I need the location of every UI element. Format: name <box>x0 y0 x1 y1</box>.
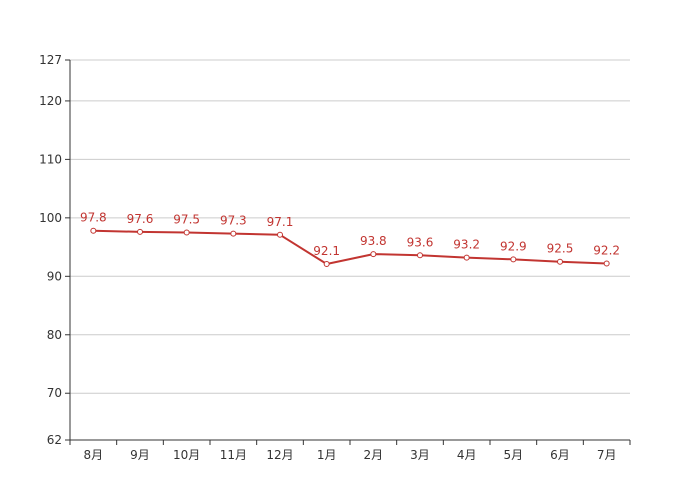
x-tick-label: 7月 <box>597 448 617 462</box>
data-point[interactable] <box>277 231 283 238</box>
data-point[interactable] <box>557 258 563 265</box>
x-tick-label: 12月 <box>266 448 293 462</box>
data-point[interactable] <box>417 252 423 259</box>
data-point[interactable] <box>603 260 610 267</box>
series-layer <box>90 227 610 268</box>
x-tick-label: 10月 <box>173 448 200 462</box>
axes: 62 70 80 90 100 110 120 127 8月 9月 10月 11月 12月 1月 2月 3月 4… <box>39 53 631 462</box>
y-tick-label: 62 <box>47 433 62 447</box>
x-tick-label: 9月 <box>130 448 150 462</box>
x-tick-label: 4月 <box>457 448 477 462</box>
y-tick-label: 80 <box>47 328 62 342</box>
data-label: 93.6 <box>407 235 434 249</box>
data-point[interactable] <box>323 261 330 268</box>
data-label: 97.6 <box>127 212 154 226</box>
y-tick-label: 90 <box>47 269 62 283</box>
x-tick-label: 2月 <box>364 448 384 462</box>
data-label: 97.1 <box>267 215 294 229</box>
data-point[interactable] <box>230 230 237 237</box>
y-tick-label: 70 <box>47 386 62 400</box>
x-tick-label: 6月 <box>550 448 570 462</box>
data-label: 97.3 <box>220 214 247 228</box>
x-tick-label: 3月 <box>410 448 430 462</box>
y-tick-label: 100 <box>39 211 62 225</box>
data-label: 93.2 <box>453 238 480 252</box>
data-point[interactable] <box>137 228 143 235</box>
gridlines <box>70 59 630 394</box>
data-label: 92.1 <box>313 244 340 258</box>
data-label: 93.8 <box>360 234 387 248</box>
data-point[interactable] <box>90 227 97 234</box>
x-tick-label: 8月 <box>84 448 104 462</box>
data-point[interactable] <box>370 251 377 258</box>
y-tick-label: 127 <box>39 53 62 67</box>
data-label: 92.2 <box>593 243 620 257</box>
data-label: 97.5 <box>173 212 200 226</box>
data-point[interactable] <box>463 254 470 261</box>
data-label: 97.8 <box>80 211 107 225</box>
y-tick-label: 110 <box>39 152 62 166</box>
data-label: 92.9 <box>500 239 527 253</box>
data-label: 92.5 <box>547 242 574 256</box>
x-tick-label: 1月 <box>317 448 337 462</box>
data-labels: 97.8 97.6 97.5 97.3 97.1 92.1 93.8 93.6 93.2 92.9… <box>80 211 620 258</box>
x-tick-label: 5月 <box>504 448 524 462</box>
x-tick-label: 11月 <box>220 448 247 462</box>
series-line <box>93 229 607 266</box>
data-point[interactable] <box>510 256 517 263</box>
data-point[interactable] <box>183 229 190 236</box>
y-tick-label: 120 <box>39 94 62 108</box>
